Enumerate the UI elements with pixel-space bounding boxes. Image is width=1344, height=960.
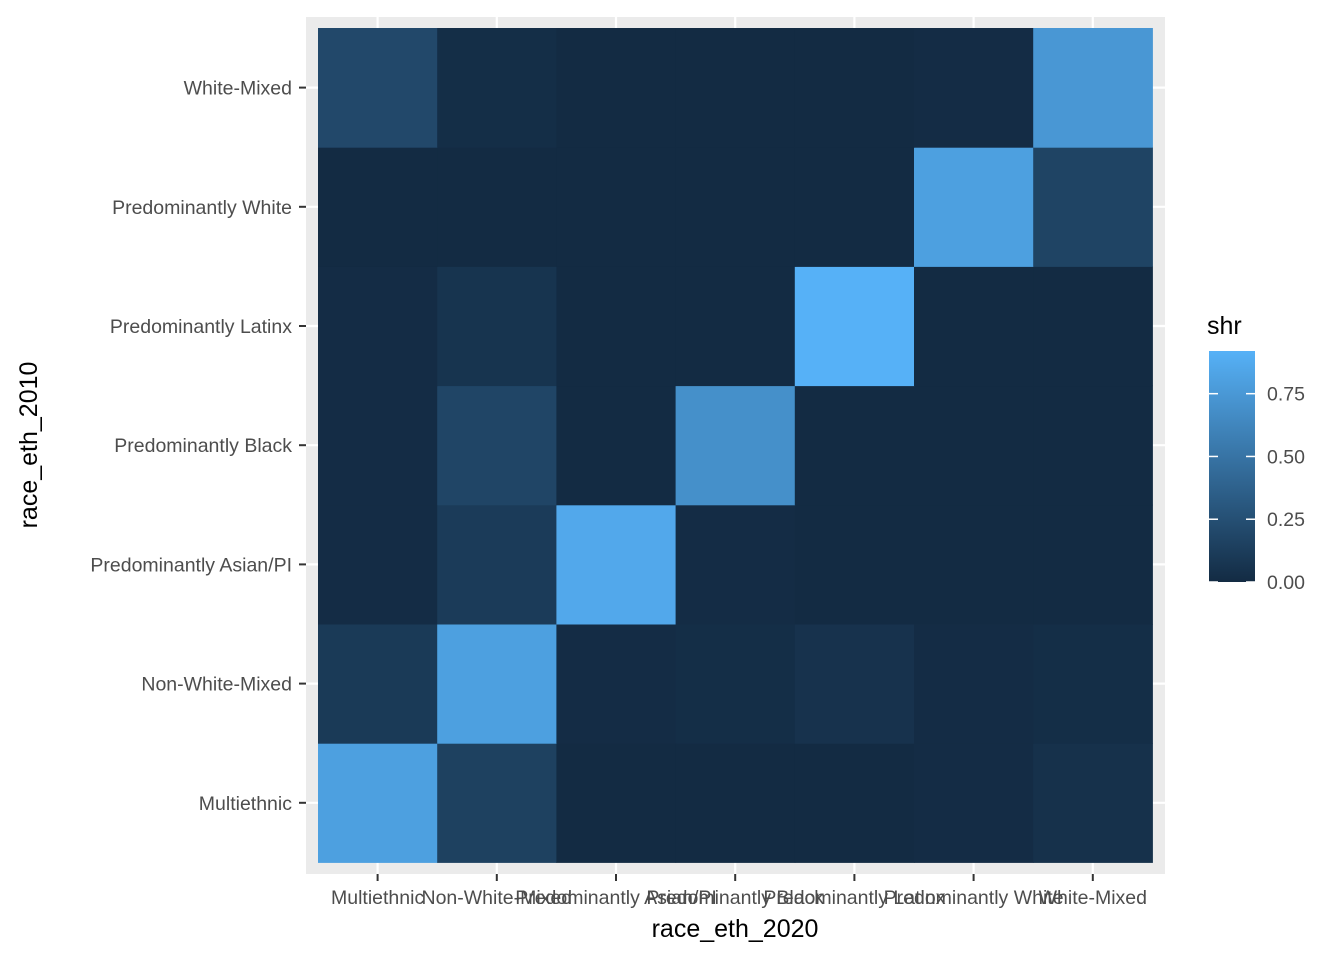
heatmap-cell — [794, 624, 915, 744]
heatmap-cell — [556, 504, 677, 625]
heatmap-cell — [794, 147, 915, 267]
heatmap-cell — [437, 743, 557, 863]
heatmap-cell — [1033, 624, 1153, 744]
heatmap-cell — [675, 504, 796, 625]
heatmap-cell — [318, 385, 438, 506]
x-axis-title: race_eth_2020 — [652, 915, 819, 943]
heatmap-cell — [794, 504, 915, 625]
heatmap-cell — [675, 28, 796, 148]
heatmap-cell — [437, 624, 557, 744]
legend-tick-label: 0.25 — [1267, 509, 1305, 531]
heatmap-cell — [675, 624, 796, 744]
heatmap-cell — [675, 743, 796, 863]
heatmap-cell — [1033, 743, 1153, 863]
heatmap-cell — [437, 28, 557, 148]
y-tick-label: Predominantly Black — [114, 435, 292, 457]
heatmap-cell — [437, 504, 557, 625]
heatmap-cell — [1033, 504, 1153, 625]
legend-tick-label: 0.00 — [1267, 572, 1305, 594]
x-tick-label: Multiethnic — [331, 887, 424, 909]
heatmap-cell — [675, 266, 796, 387]
heatmap-cell — [437, 266, 557, 387]
heatmap-cell — [1033, 28, 1153, 148]
heatmap-cell — [556, 266, 677, 387]
heatmap-cell — [794, 266, 915, 387]
heatmap-cell — [794, 28, 915, 148]
heatmap-cell — [318, 266, 438, 387]
heatmap-cells — [318, 28, 1153, 863]
heatmap-cell — [556, 147, 677, 267]
y-tick-label: Predominantly White — [112, 197, 292, 219]
heatmap-cell — [318, 147, 438, 267]
heatmap-cell — [914, 504, 1034, 625]
heatmap-cell — [914, 266, 1034, 387]
x-tick-label: Non-White-Mixed — [421, 887, 572, 909]
legend-title: shr — [1207, 312, 1242, 340]
legend-tick-label: 0.75 — [1267, 384, 1305, 406]
x-axis: MultiethnicNon-White-MixedPredominantly … — [331, 874, 1147, 909]
heatmap-cell — [794, 743, 915, 863]
heatmap-cell — [914, 743, 1034, 863]
heatmap-cell — [318, 624, 438, 744]
heatmap-cell — [675, 385, 796, 506]
heatmap-cell — [437, 147, 557, 267]
heatmap-cell — [318, 504, 438, 625]
heatmap-cell — [914, 385, 1034, 506]
heatmap-cell — [556, 28, 677, 148]
heatmap-cell — [914, 28, 1034, 148]
heatmap-cell — [318, 743, 438, 863]
y-tick-label: White-Mixed — [184, 78, 292, 100]
heatmap-cell — [675, 147, 796, 267]
heatmap-cell — [318, 28, 438, 148]
heatmap-cell — [1033, 147, 1153, 267]
x-tick-label: Predominantly Asian/PI — [515, 887, 717, 909]
x-tick-label: White-Mixed — [1039, 887, 1147, 909]
y-tick-label: Predominantly Asian/PI — [90, 554, 292, 576]
color-legend: shr 0.00 0.25 0.50 0.75 — [1207, 312, 1305, 594]
y-tick-label: Multiethnic — [199, 793, 292, 815]
x-tick-label: Predominantly White — [884, 887, 1064, 909]
y-axis-title: race_eth_2010 — [15, 362, 43, 529]
y-tick-label: Non-White-Mixed — [141, 674, 292, 696]
heatmap-cell — [437, 385, 557, 506]
heatmap-cell — [914, 624, 1034, 744]
heatmap-cell — [914, 147, 1034, 267]
heatmap-cell — [794, 385, 915, 506]
heatmap-cell — [1033, 266, 1153, 387]
heatmap-cell — [556, 385, 677, 506]
heatmap-cell — [1033, 385, 1153, 506]
legend-tick-label: 0.50 — [1267, 446, 1305, 468]
x-tick-label: Predominantly Latinx — [763, 887, 945, 909]
y-axis: Multiethnic Non-White-Mixed Predominantly … — [90, 78, 306, 815]
y-tick-label: Predominantly Latinx — [110, 316, 292, 338]
heatmap-cell — [556, 743, 677, 863]
legend-colorbar — [1209, 351, 1255, 582]
heatmap-cell — [556, 624, 677, 744]
x-tick-label: Predominantly Black — [646, 887, 824, 909]
